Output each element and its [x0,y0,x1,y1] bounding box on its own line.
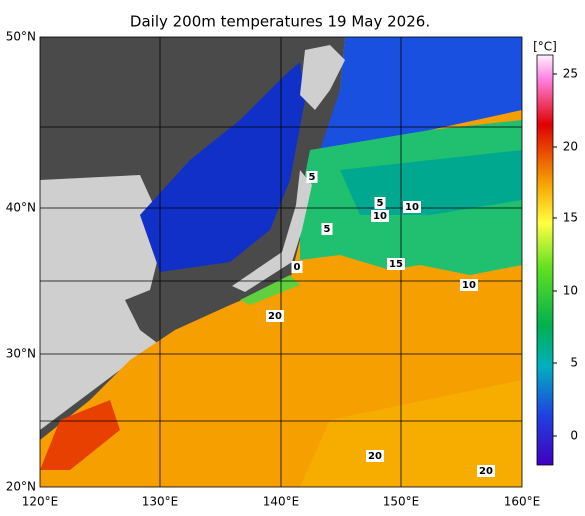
contour-label: 5 [309,172,316,183]
contour-label: 10 [373,211,387,222]
contour-labels: 5 5 10 10 5 0 15 10 20 20 20 [266,171,495,477]
latitude-labels: 50°N 40°N 30°N 20°N [6,30,36,494]
lon-label: 120°E [22,495,59,509]
lat-label: 50°N [6,30,36,44]
contour-label-box [371,210,389,222]
contour-label: 5 [377,198,384,209]
contour-label: 0 [294,262,301,273]
contour-label: 20 [268,311,282,322]
contour-label: 10 [405,202,419,213]
colorbar-tick-label: 0 [570,429,578,443]
contour-label: 5 [324,224,331,235]
colorbar-tick-label: 20 [563,140,578,154]
contour-label-box [460,279,478,291]
colorbar-tick-label: 15 [563,211,578,225]
contour-label-box [291,261,303,273]
contour-label: 15 [389,259,403,270]
lat-label: 30°N [6,347,36,361]
longitude-labels: 120°E 130°E 140°E 150°E 160°E [22,495,541,509]
contour-label-box [387,258,405,270]
contour-label-box [403,201,421,213]
colorbar-tick-label: 25 [563,67,578,81]
contour-label: 20 [479,466,493,477]
title: Daily 200m temperatures 19 May 2026. [130,13,430,31]
colorbar-unit: [°C] [533,40,557,54]
colorbar: [°C] 25 20 15 10 5 0 [533,40,578,466]
contour-label-box [266,310,284,322]
lat-label: 20°N [6,480,36,494]
contour-label-box [477,465,495,477]
lon-label: 140°E [263,495,300,509]
contour-label-box [374,197,386,209]
lon-label: 150°E [383,495,420,509]
colorbar-tick-label: 10 [563,284,578,298]
lat-label: 40°N [6,201,36,215]
colorbar-tick-label: 5 [570,356,578,370]
lon-label: 160°E [504,495,541,509]
contour-label-box [306,171,318,183]
contour-label-box [366,450,384,462]
contour-label-box [321,223,333,235]
contour-label: 20 [368,451,382,462]
colorbar-scale [536,54,554,466]
lon-label: 130°E [142,495,179,509]
contour-label: 10 [462,280,476,291]
